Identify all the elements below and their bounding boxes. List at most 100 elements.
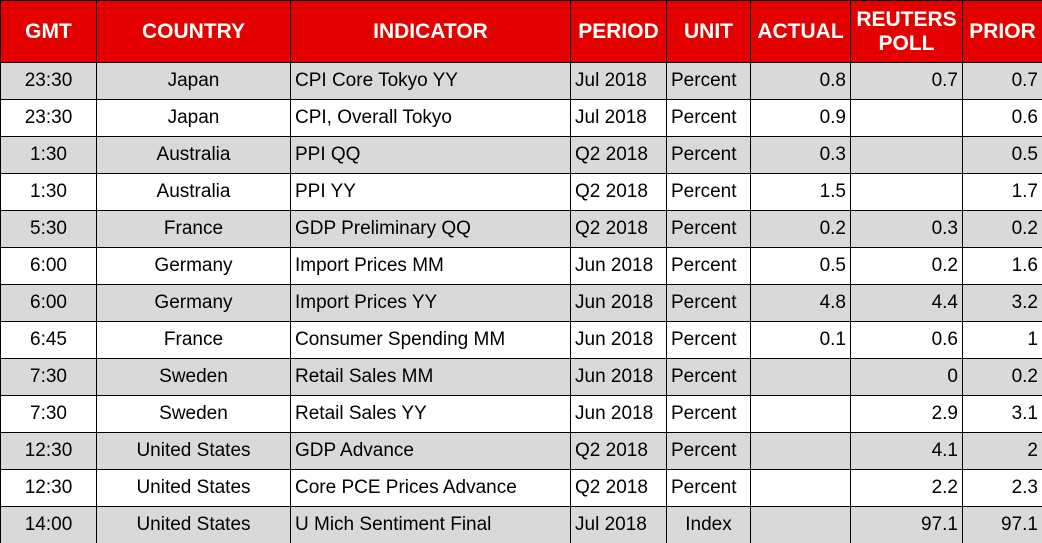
table-cell: 0.1 (750, 321, 851, 359)
table-cell: 97.1 (850, 506, 963, 543)
column-header: REUTERS POLL (850, 0, 963, 63)
table-cell: 0.2 (962, 358, 1042, 396)
table-cell: 14:00 (0, 506, 97, 543)
table-cell: Percent (666, 99, 751, 137)
table-cell: 4.4 (850, 284, 963, 322)
table-cell: 0.3 (750, 136, 851, 174)
table-cell: Japan (96, 62, 291, 100)
table-cell: 0.6 (850, 321, 963, 359)
table-cell: 2.3 (962, 469, 1042, 507)
table-cell: Retail Sales YY (290, 395, 571, 433)
table-cell: 0.6 (962, 99, 1042, 137)
table-cell: PPI YY (290, 173, 571, 211)
table-cell: CPI Core Tokyo YY (290, 62, 571, 100)
table-cell: United States (96, 469, 291, 507)
table-cell: Japan (96, 99, 291, 137)
table-cell: 12:30 (0, 432, 97, 470)
table-cell: 0.9 (750, 99, 851, 137)
column-header: PERIOD (570, 0, 667, 63)
table-row: 23:30 Japan CPI, Overall Tokyo Jul 2018 Perc… (0, 99, 1042, 137)
table-cell: 0.5 (750, 247, 851, 285)
table-row: 23:30 Japan CPI Core Tokyo YY Jul 2018 Perce… (0, 62, 1042, 100)
table-cell: Jun 2018 (570, 358, 667, 396)
table-cell: Jun 2018 (570, 284, 667, 322)
table-cell: Percent (666, 62, 751, 100)
table-cell: France (96, 321, 291, 359)
column-header: UNIT (666, 0, 751, 63)
table-cell: GDP Advance (290, 432, 571, 470)
table-cell: Sweden (96, 358, 291, 396)
table-cell: 2.9 (850, 395, 963, 433)
table-body: 23:30 Japan CPI Core Tokyo YY Jul 2018 Perce… (0, 62, 1042, 543)
table-cell: Percent (666, 395, 751, 433)
table-cell (750, 432, 851, 470)
table-cell: Q2 2018 (570, 469, 667, 507)
table-cell: 3.2 (962, 284, 1042, 322)
table-row: 12:30 United States Core PCE Prices Advanc… (0, 469, 1042, 507)
header-row: GMT COUNTRY INDICATOR PERIOD UNIT ACTUAL REUTE… (0, 0, 1042, 63)
table-cell: 0.7 (850, 62, 963, 100)
table-cell: 7:30 (0, 395, 97, 433)
table-row: 14:00 United States U Mich Sentiment Final… (0, 506, 1042, 543)
table-cell: Australia (96, 136, 291, 174)
table-cell: Jun 2018 (570, 247, 667, 285)
table-cell: Percent (666, 321, 751, 359)
table-row: 1:30 Australia PPI YY Q2 2018 Percent 1.5 1.7 (0, 173, 1042, 211)
table-cell: 97.1 (962, 506, 1042, 543)
table-cell (850, 99, 963, 137)
table-row: 6:00 Germany Import Prices YY Jun 2018 Perce… (0, 284, 1042, 322)
table-cell: 0.8 (750, 62, 851, 100)
table-cell: PPI QQ (290, 136, 571, 174)
table-cell: Percent (666, 210, 751, 248)
table-row: 7:30 Sweden Retail Sales YY Jun 2018 Percent… (0, 395, 1042, 433)
table-cell (750, 469, 851, 507)
table-cell: Q2 2018 (570, 432, 667, 470)
table-cell: 0.2 (850, 247, 963, 285)
table-cell: 2.2 (850, 469, 963, 507)
table-cell: Q2 2018 (570, 210, 667, 248)
table-cell: 3.1 (962, 395, 1042, 433)
table-cell: 0.5 (962, 136, 1042, 174)
column-header: GMT (0, 0, 97, 63)
table-cell: 6:00 (0, 284, 97, 322)
column-header: PRIOR (962, 0, 1042, 63)
table-cell: Index (666, 506, 751, 543)
table-cell: 1:30 (0, 173, 97, 211)
table-cell: Percent (666, 247, 751, 285)
table-cell (750, 506, 851, 543)
table-cell: United States (96, 432, 291, 470)
table-cell: 7:30 (0, 358, 97, 396)
table-cell: Jul 2018 (570, 99, 667, 137)
table-row: 6:00 Germany Import Prices MM Jun 2018 Perce… (0, 247, 1042, 285)
table-cell: Jun 2018 (570, 321, 667, 359)
table-cell: GDP Preliminary QQ (290, 210, 571, 248)
table-cell: Percent (666, 358, 751, 396)
table-cell: Jul 2018 (570, 506, 667, 543)
table-cell: 0.2 (750, 210, 851, 248)
table-row: 5:30 France GDP Preliminary QQ Q2 2018 Perce… (0, 210, 1042, 248)
table-cell: 12:30 (0, 469, 97, 507)
table-row: 7:30 Sweden Retail Sales MM Jun 2018 Percent… (0, 358, 1042, 396)
table-cell: Germany (96, 247, 291, 285)
table-cell: Jun 2018 (570, 395, 667, 433)
table-cell: Australia (96, 173, 291, 211)
table-cell: Import Prices MM (290, 247, 571, 285)
table-cell: United States (96, 506, 291, 543)
column-header: COUNTRY (96, 0, 291, 63)
table-cell: Percent (666, 469, 751, 507)
table-cell: Q2 2018 (570, 173, 667, 211)
table-cell: Percent (666, 173, 751, 211)
table-cell: Percent (666, 136, 751, 174)
table-cell (750, 358, 851, 396)
table-cell: Import Prices YY (290, 284, 571, 322)
table-cell: Jul 2018 (570, 62, 667, 100)
table-cell (850, 173, 963, 211)
table-cell: Retail Sales MM (290, 358, 571, 396)
table-cell: Q2 2018 (570, 136, 667, 174)
table-cell: U Mich Sentiment Final (290, 506, 571, 543)
table-cell: 6:00 (0, 247, 97, 285)
table-cell: 1:30 (0, 136, 97, 174)
table-cell: Core PCE Prices Advance (290, 469, 571, 507)
